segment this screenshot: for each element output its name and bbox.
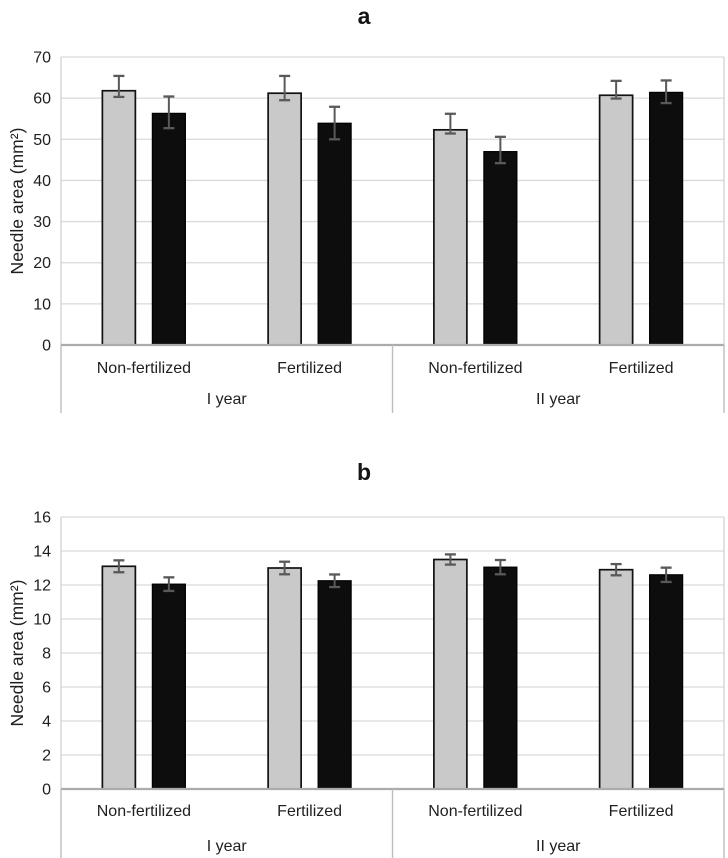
bar-black bbox=[151, 583, 186, 790]
y-tick-label: 6 bbox=[42, 680, 51, 697]
category-label: Fertilized bbox=[277, 360, 342, 377]
y-tick-label: 12 bbox=[33, 578, 51, 595]
chart-a-plot: 0 10 20 30 40 50 60 70 Non-fertilized Fertilized N… bbox=[33, 50, 725, 413]
chart-b-title: b bbox=[356, 459, 372, 485]
y-tick-label: 2 bbox=[42, 748, 51, 765]
category-label: Non-fertilized bbox=[428, 360, 522, 377]
y-tick-label: 4 bbox=[42, 714, 51, 731]
bar-black bbox=[317, 122, 352, 346]
y-tick-label: 40 bbox=[33, 173, 51, 190]
bar-gray bbox=[433, 128, 468, 346]
group-label: I year bbox=[207, 391, 248, 408]
bar-gray bbox=[598, 568, 634, 790]
bar-gray bbox=[101, 565, 137, 790]
y-tick-label: 10 bbox=[33, 612, 51, 629]
bar-gray bbox=[598, 94, 634, 346]
category-label: Fertilized bbox=[609, 360, 674, 377]
bar-black bbox=[317, 580, 352, 790]
bar-black bbox=[649, 91, 684, 346]
bar-gray bbox=[267, 92, 302, 346]
y-tick-label: 30 bbox=[33, 214, 51, 231]
group-label: II year bbox=[536, 391, 581, 408]
chart-b-plot: 0 2 4 6 8 10 12 14 16 Non-fertilized Fertilized Non… bbox=[33, 510, 725, 858]
bar-gray bbox=[101, 89, 137, 346]
group-label: II year bbox=[536, 838, 581, 855]
y-tick-label: 10 bbox=[33, 296, 51, 313]
category-label: Fertilized bbox=[277, 803, 342, 820]
bar-black bbox=[483, 151, 518, 346]
category-label: Non-fertilized bbox=[97, 803, 191, 820]
y-tick-label: 0 bbox=[42, 782, 51, 799]
bar-black bbox=[483, 566, 518, 790]
category-label: Fertilized bbox=[609, 803, 674, 820]
bar-black bbox=[151, 112, 186, 346]
category-label: Non-fertilized bbox=[97, 360, 191, 377]
y-tick-label: 70 bbox=[33, 50, 51, 67]
bar-gray bbox=[267, 567, 302, 790]
y-tick-label: 0 bbox=[42, 338, 51, 355]
y-tick-label: 60 bbox=[33, 91, 51, 108]
y-tick-label: 50 bbox=[33, 132, 51, 149]
group-label: I year bbox=[207, 838, 248, 855]
chart-a-title: a bbox=[357, 3, 371, 29]
y-tick-label: 8 bbox=[42, 646, 51, 663]
y-tick-label: 16 bbox=[33, 510, 51, 527]
bar-black bbox=[649, 574, 684, 790]
category-label: Non-fertilized bbox=[428, 803, 522, 820]
bar-gray bbox=[433, 558, 468, 790]
y-tick-label: 14 bbox=[33, 544, 51, 561]
y-tick-label: 20 bbox=[33, 255, 51, 272]
